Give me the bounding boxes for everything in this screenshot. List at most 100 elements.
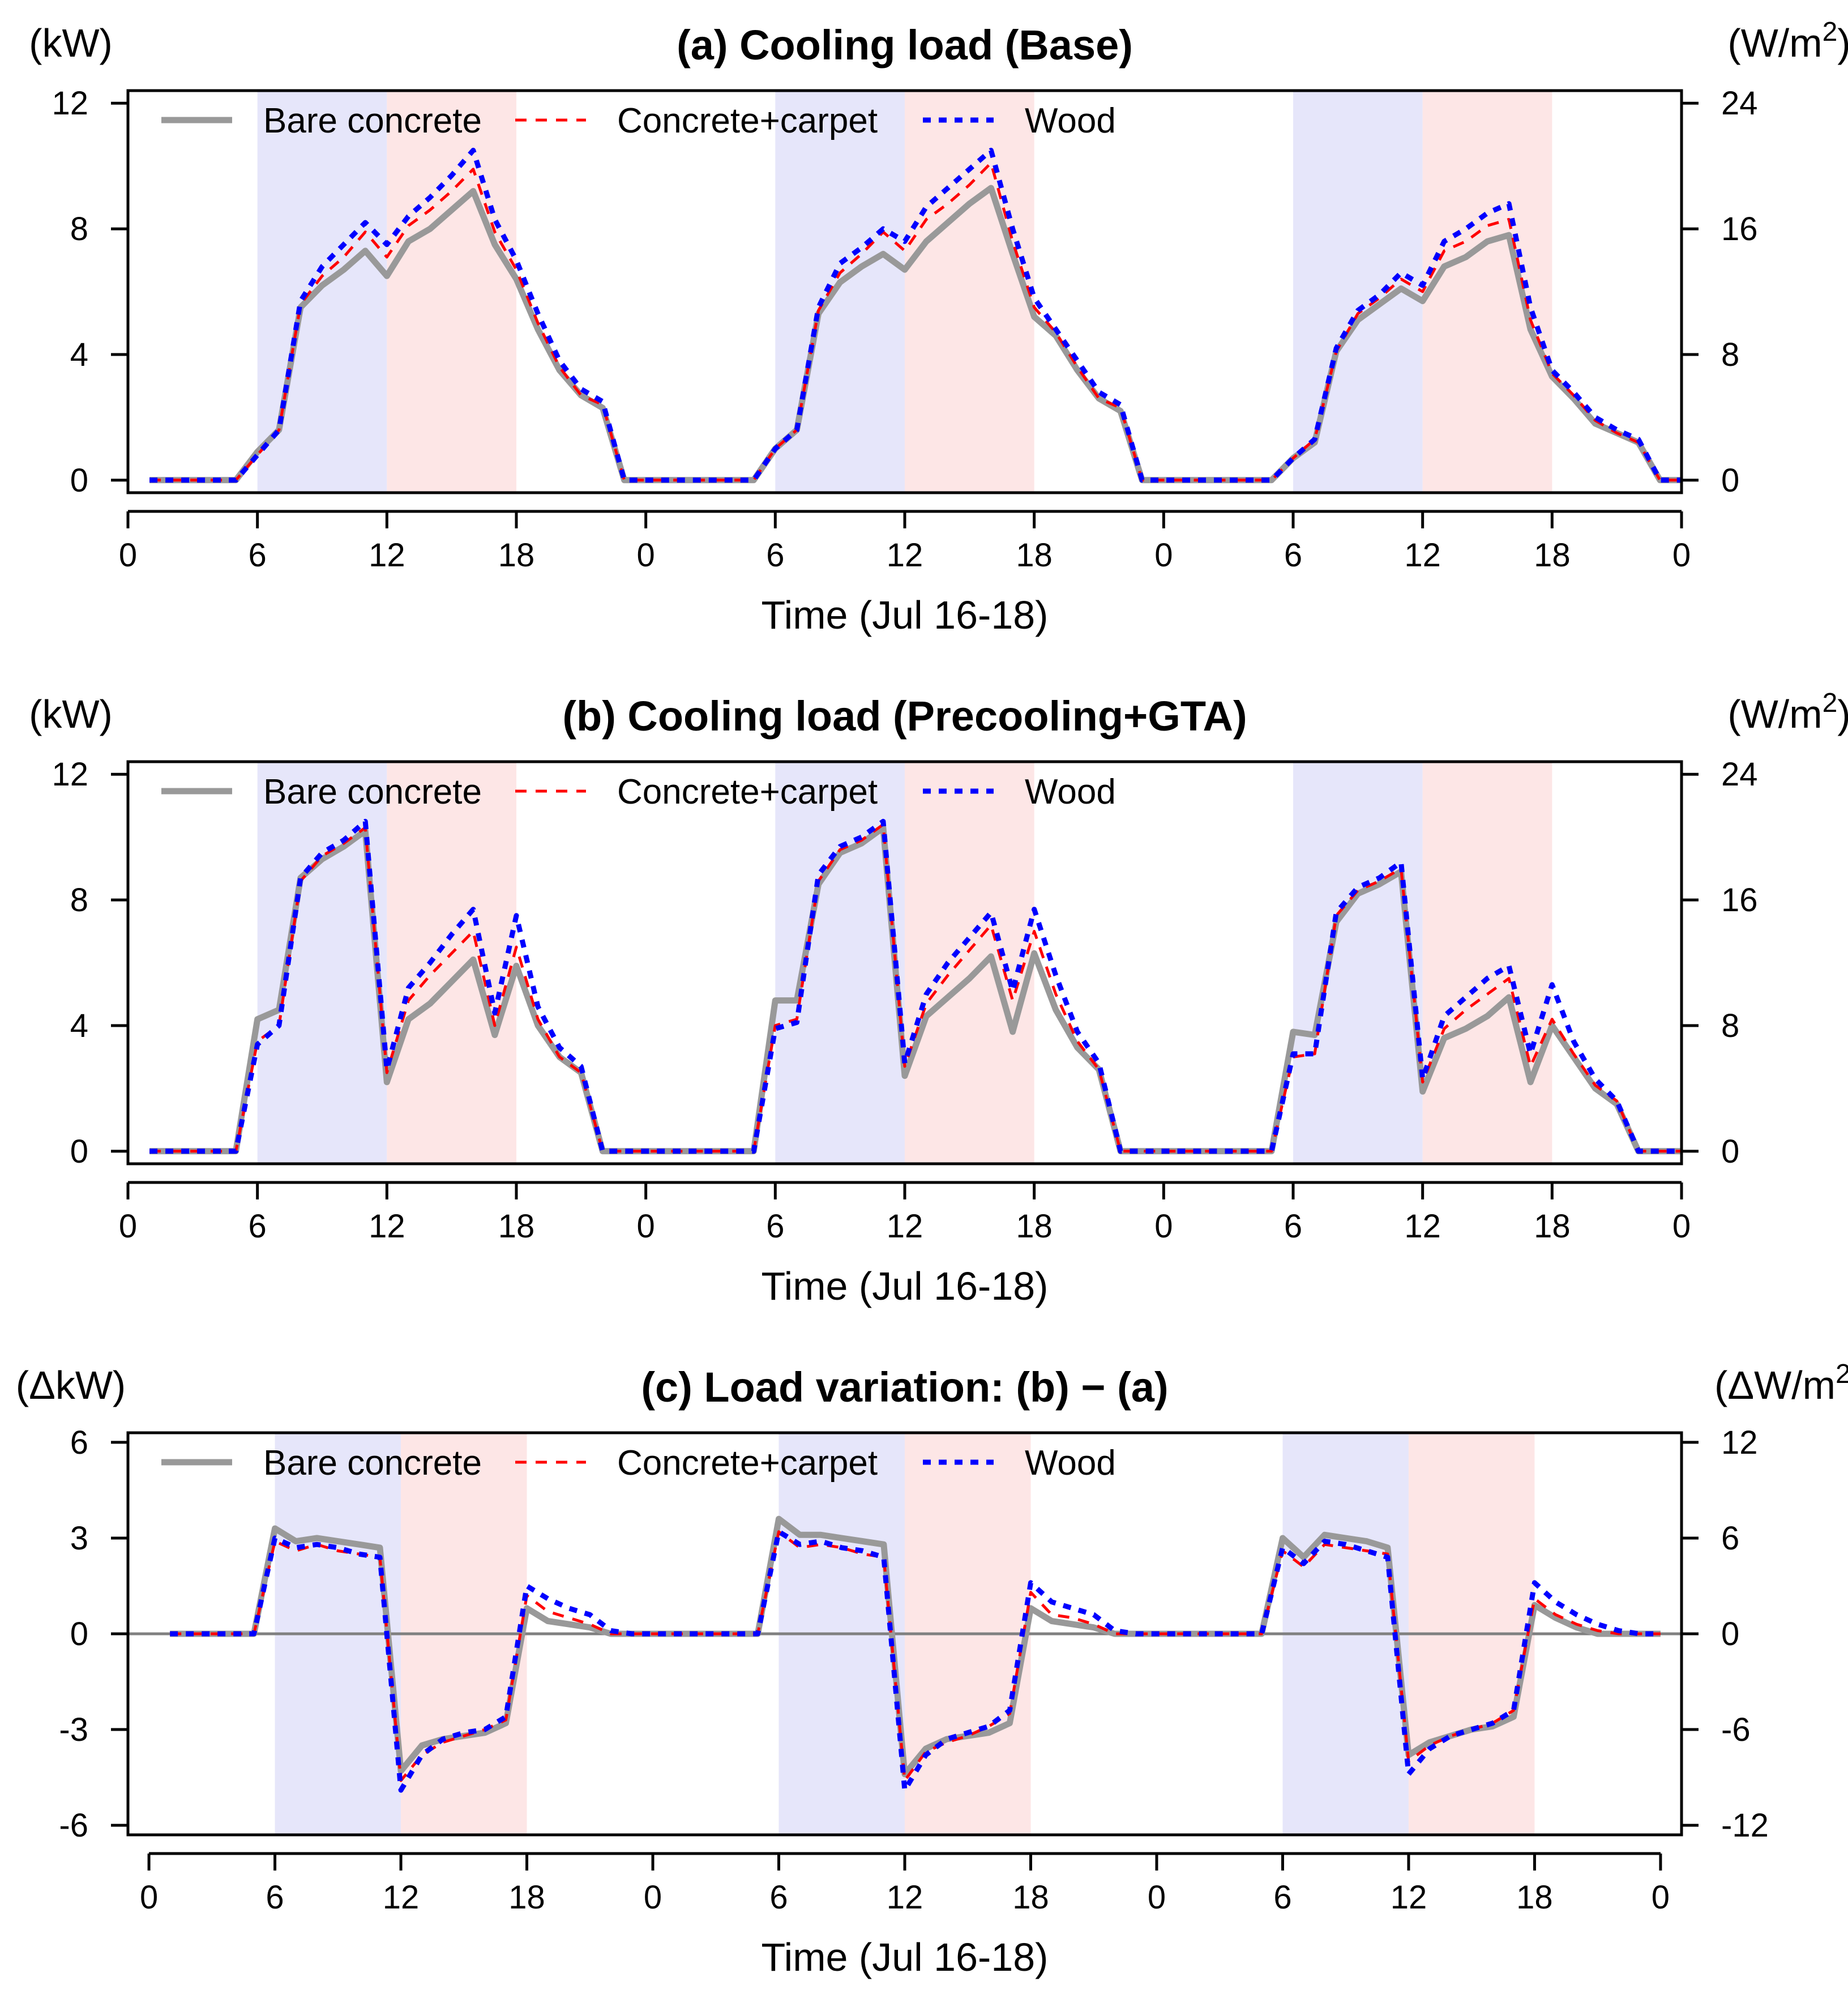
y-tick-label-right: -6 [1721,1711,1751,1748]
legend: Bare concrete Concrete+carpet Wood [161,1444,1116,1483]
y-tick-label-right: 16 [1721,882,1758,919]
x-tick-label: 6 [266,1879,284,1916]
legend-label: Bare concrete [263,101,482,140]
x-tick-label: 12 [1404,1208,1441,1245]
y-tick-label-left: 8 [70,882,88,919]
y-tick-label-right: 0 [1721,462,1739,499]
chart-title: (c) Load variation: (b) − (a) [641,1364,1168,1411]
x-tick-label: 6 [1284,537,1302,574]
x-tick-label: 18 [1516,1879,1553,1916]
y-tick-label-left: 0 [70,1616,88,1652]
x-tick-label: 6 [766,537,784,574]
legend-label: Wood [1025,101,1116,140]
x-tick-label: 6 [249,1208,267,1245]
x-tick-label: 0 [1672,537,1691,574]
y-tick-label-left: 8 [70,211,88,247]
shaded-band-afternoon [387,762,516,1164]
y-axis-unit-left: (kW) [29,21,113,65]
x-tick-label: 12 [1391,1879,1427,1916]
x-tick-label: 6 [249,537,267,574]
y-tick-label-right: 16 [1721,211,1758,247]
y-tick-label-right: 6 [1721,1520,1739,1557]
x-tick-label: 18 [1016,1208,1053,1245]
y-tick-label-left: 12 [52,85,88,122]
y-tick-label-left: -6 [59,1807,88,1844]
x-tick-label: 6 [769,1879,788,1916]
shaded-band-afternoon [1422,91,1552,493]
y-tick-label-right: 0 [1721,1616,1739,1652]
legend-label: Wood [1025,1444,1116,1483]
x-tick-label: 12 [887,537,923,574]
y-tick-label-left: -3 [59,1711,88,1748]
x-tick-label: 18 [1534,1208,1571,1245]
y-tick-label-left: 3 [70,1520,88,1557]
x-tick-label: 0 [119,1208,137,1245]
y-tick-label-right: 8 [1721,336,1739,373]
shaded-band-afternoon [1422,762,1552,1164]
x-tick-label: 0 [644,1879,662,1916]
y-axis-unit-right: (W/m2) [1727,17,1848,65]
y-tick-label-right: 0 [1721,1133,1739,1170]
shaded-band-afternoon [905,762,1034,1164]
x-tick-label: 6 [1273,1879,1291,1916]
x-tick-label: 18 [1016,537,1053,574]
legend-label: Wood [1025,772,1116,812]
y-tick-label-left: 12 [52,756,88,793]
legend-label: Concrete+carpet [617,772,878,812]
x-tick-label: 12 [383,1879,420,1916]
y-tick-label-right: 24 [1721,85,1758,122]
series-line-wood [149,147,1682,483]
y-tick-label-left: 4 [70,1007,88,1044]
x-tick-label: 0 [1652,1879,1670,1916]
x-tick-label: 0 [140,1879,158,1916]
x-tick-label: 18 [498,1208,535,1245]
x-axis-label: Time (Jul 16-18) [762,1264,1049,1308]
shaded-band-morning [1293,762,1423,1164]
chart-title: (b) Cooling load (Precooling+GTA) [562,693,1247,740]
chart-panel-b: 0 6 12 18 0 6 12 18 0 6 12 18 0 Time (Jul 16-18) 0 4 8 12… [29,688,1848,1308]
series-line-bare-concrete [149,185,1682,484]
plot-frame [126,760,1683,1165]
x-tick-label: 18 [1534,537,1571,574]
y-axis-unit-left: (kW) [29,692,113,736]
shaded-band-afternoon [905,91,1034,493]
chart-panel-a: 0 6 12 18 0 6 12 18 0 6 12 18 0 Time (Jul 16-18) 0 4 8 12… [29,17,1848,637]
plot-frame [126,89,1683,494]
y-tick-label-right: 24 [1721,756,1758,793]
series-line-wood [149,818,1682,1154]
y-axis-unit-right: (W/m2) [1727,688,1848,736]
x-tick-label: 0 [1154,537,1173,574]
legend-label: Concrete+carpet [617,101,878,140]
legend: Bare concrete Concrete+carpet Wood [161,101,1116,140]
x-tick-label: 12 [887,1879,923,1916]
y-tick-label-right: -12 [1721,1807,1769,1844]
x-tick-label: 0 [637,537,655,574]
y-tick-label-right: 8 [1721,1007,1739,1044]
x-tick-label: 0 [1672,1208,1691,1245]
y-tick-label-right: 12 [1721,1424,1758,1461]
chart-panel-c: 0 6 12 18 0 6 12 18 0 6 12 18 0 Time (Jul 16-18) -6 -3 0… [16,1359,1848,1979]
legend-label: Bare concrete [263,1444,482,1483]
y-tick-label-left: 4 [70,336,88,373]
series-line-wood [170,1529,1661,1793]
x-tick-label: 12 [369,537,405,574]
x-axis-label: Time (Jul 16-18) [762,1935,1049,1979]
series-line-bare-concrete [149,825,1682,1155]
x-tick-label: 12 [887,1208,923,1245]
y-axis-unit-right: (ΔW/m2) [1714,1359,1848,1407]
x-tick-label: 6 [766,1208,784,1245]
x-tick-label: 0 [637,1208,655,1245]
y-tick-label-left: 0 [70,462,88,499]
legend-label: Concrete+carpet [617,1444,878,1483]
x-tick-label: 12 [1404,537,1441,574]
y-axis-unit-left: (ΔkW) [16,1363,126,1407]
chart-title: (a) Cooling load (Base) [677,22,1133,69]
shaded-band-afternoon [387,91,516,493]
x-tick-label: 18 [498,537,535,574]
x-tick-label: 18 [508,1879,545,1916]
x-tick-label: 6 [1284,1208,1302,1245]
x-tick-label: 18 [1012,1879,1049,1916]
x-tick-label: 0 [1154,1208,1173,1245]
x-tick-label: 0 [119,537,137,574]
x-axis-label: Time (Jul 16-18) [762,593,1049,637]
